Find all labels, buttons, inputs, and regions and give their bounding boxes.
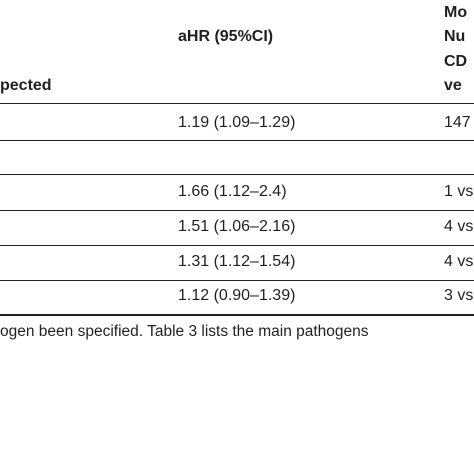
row-rule-4: [0, 245, 474, 246]
row5-col3: 4 vs: [444, 253, 474, 270]
row-rule-3: [0, 210, 474, 211]
row4-col3: 4 vs: [444, 218, 474, 235]
row-rule-5: [0, 280, 474, 281]
header-rule: [0, 103, 474, 104]
table-bottom-rule: [0, 314, 474, 316]
row3-ahr: 1.66 (1.12–2.4): [178, 183, 287, 200]
row-rule-1: [0, 140, 474, 141]
table-footnote: ogen been specified. Table 3 lists the m…: [0, 323, 369, 340]
row1-ahr: 1.19 (1.09–1.29): [178, 114, 296, 131]
header-col3-line4: ve: [444, 77, 462, 94]
row3-col3: 1 vs: [444, 183, 474, 200]
row1-col3: 147: [444, 114, 471, 131]
row5-ahr: 1.31 (1.12–1.54): [178, 253, 296, 270]
header-col3-line1: Mo: [444, 4, 468, 21]
header-col2-ahr: aHR (95%CI): [178, 28, 274, 45]
header-col3-line2: Nu: [444, 28, 466, 45]
row6-col3: 3 vs: [444, 287, 474, 304]
row6-ahr: 1.12 (0.90–1.39): [178, 287, 296, 304]
row-rule-2: [0, 174, 474, 175]
header-col3-line3: CD: [444, 53, 468, 70]
header-col1-fragment: pected: [0, 77, 52, 94]
row4-ahr: 1.51 (1.06–2.16): [178, 218, 296, 235]
